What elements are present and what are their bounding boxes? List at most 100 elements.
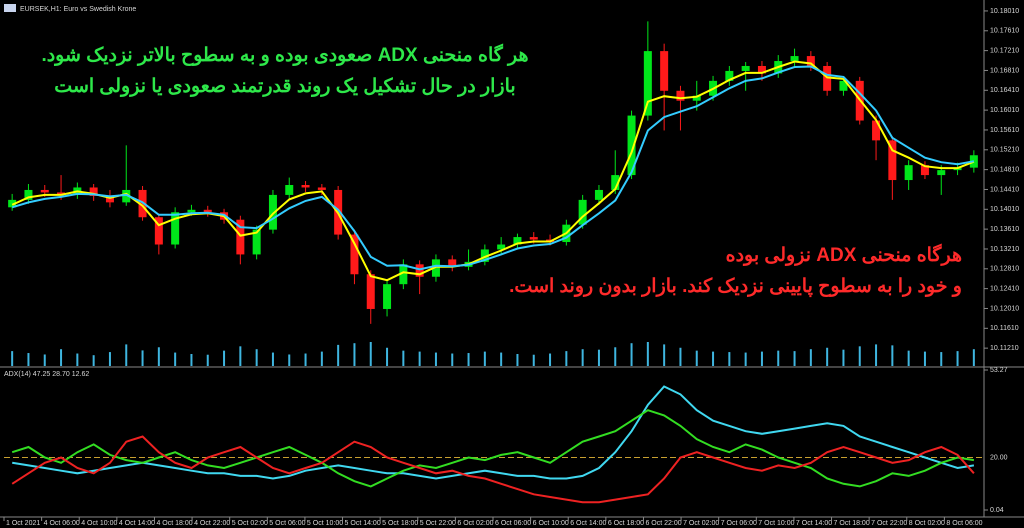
x-tick-label: 6 Oct 14:00 (570, 520, 606, 527)
x-tick-label: 6 Oct 18:00 (608, 520, 644, 527)
y-tick-label: 10.16410 (990, 87, 1019, 94)
volume-bar (565, 351, 568, 366)
volume-bar (809, 349, 812, 366)
y-tick-label: 10.12010 (990, 305, 1019, 312)
x-tick-label: 5 Oct 10:00 (307, 520, 343, 527)
volume-bar (125, 344, 128, 366)
volume-bar (174, 352, 177, 366)
volume-bar (190, 354, 193, 366)
y-tick-label: 10.12410 (990, 285, 1019, 292)
y-tick-label: 10.16010 (990, 107, 1019, 114)
volume-bar (646, 342, 649, 366)
volume-bar (923, 351, 926, 366)
candle-body (480, 249, 489, 262)
candle-body (203, 209, 212, 213)
candle-body (660, 51, 669, 91)
candle-body (790, 56, 799, 62)
x-tick-label: 7 Oct 22:00 (871, 520, 907, 527)
y-tick-label: 10.15610 (990, 127, 1019, 134)
volume-bar (532, 354, 535, 366)
candle-body (578, 199, 587, 225)
annotation-line: بازار در حال تشکیل یک روند قدرتمند صعودی… (54, 76, 516, 97)
window-icon (4, 4, 16, 12)
candle-body (611, 175, 620, 190)
candle-body (497, 244, 506, 250)
candle-body (105, 195, 114, 203)
line-series (11, 435, 975, 504)
volume-bar (108, 352, 111, 366)
volume-bar (549, 353, 552, 366)
volume-bar (353, 343, 356, 366)
volume-bar (434, 352, 437, 366)
x-tick-label: 6 Oct 10:00 (533, 520, 569, 527)
annotation-bottom: هرگاه منحنی ADX نزولی بوده و خود را به س… (509, 240, 962, 302)
x-tick-label: 6 Oct 06:00 (495, 520, 531, 527)
indicator-title: ADX(14) 47.25 28.70 12.62 (4, 371, 89, 378)
volume-bar (695, 350, 698, 366)
volume-bar (418, 351, 421, 366)
x-tick-label: 4 Oct 18:00 (156, 520, 192, 527)
y-tick-label: 10.12810 (990, 266, 1019, 273)
chart-title: EURSEK,H1: Euro vs Swedish Krone (20, 6, 136, 13)
volume-bar (369, 342, 372, 366)
candle-body (57, 192, 66, 195)
volume-bar (467, 353, 470, 366)
y-tick-label: 53.27 (990, 367, 1008, 374)
candle-body (350, 234, 359, 275)
volume-bar (141, 350, 144, 366)
volume-bar (516, 354, 519, 366)
x-tick-label: 5 Oct 02:00 (232, 520, 268, 527)
volume-bar (402, 350, 405, 366)
candle-body (448, 259, 457, 267)
candle-body (8, 199, 17, 208)
y-tick-label: 10.14810 (990, 166, 1019, 173)
volume-bar (891, 345, 894, 366)
x-tick-label: 5 Oct 18:00 (382, 520, 418, 527)
volume-bar (320, 351, 323, 366)
candle-body (920, 165, 929, 176)
volume-bar (271, 352, 274, 366)
candle-body (383, 284, 392, 309)
line-series (11, 65, 975, 271)
candle-body (171, 212, 180, 245)
volume-bar (875, 344, 878, 366)
candle-body (757, 65, 766, 74)
volume-bar (940, 352, 943, 366)
candle-body (839, 80, 848, 91)
line-series (12, 385, 975, 480)
volume-bar (581, 349, 584, 366)
volume-bar (239, 346, 242, 366)
candle-body (872, 120, 881, 141)
volume-bar (842, 349, 845, 366)
candle-body (594, 189, 603, 200)
x-tick-label: 4 Oct 10:00 (81, 520, 117, 527)
volume-bar (223, 350, 226, 366)
volume-bar (597, 349, 600, 366)
x-tick-label: 7 Oct 14:00 (796, 520, 832, 527)
volume-bar (614, 347, 617, 366)
y-tick-label: 10.15210 (990, 147, 1019, 154)
x-tick-label: 7 Oct 06:00 (721, 520, 757, 527)
volume-bar (255, 349, 258, 366)
candle-body (725, 70, 734, 81)
candle-body (529, 237, 538, 240)
candle-body (431, 259, 440, 277)
x-tick-label: 1 Oct 2021 (6, 520, 40, 527)
volume-bar (43, 354, 46, 366)
y-tick-label: 10.17610 (990, 28, 1019, 35)
line-series (11, 60, 975, 282)
annotation-line: هر گاه منحنی ADX صعودی بوده و به سطوح با… (41, 45, 529, 66)
volume-bar (712, 351, 715, 366)
y-tick-label: 10.16810 (990, 67, 1019, 74)
annotation-top: هر گاه منحنی ADX صعودی بوده و به سطوح با… (20, 40, 550, 102)
volume-bar (972, 349, 975, 366)
x-tick-label: 7 Oct 02:00 (683, 520, 719, 527)
candle-body (268, 194, 277, 230)
candle-body (122, 189, 131, 203)
volume-bar (728, 352, 731, 366)
volume-bar (760, 351, 763, 366)
candle-body (187, 209, 196, 213)
volume-bar (826, 347, 829, 366)
y-tick-label: 10.13210 (990, 246, 1019, 253)
